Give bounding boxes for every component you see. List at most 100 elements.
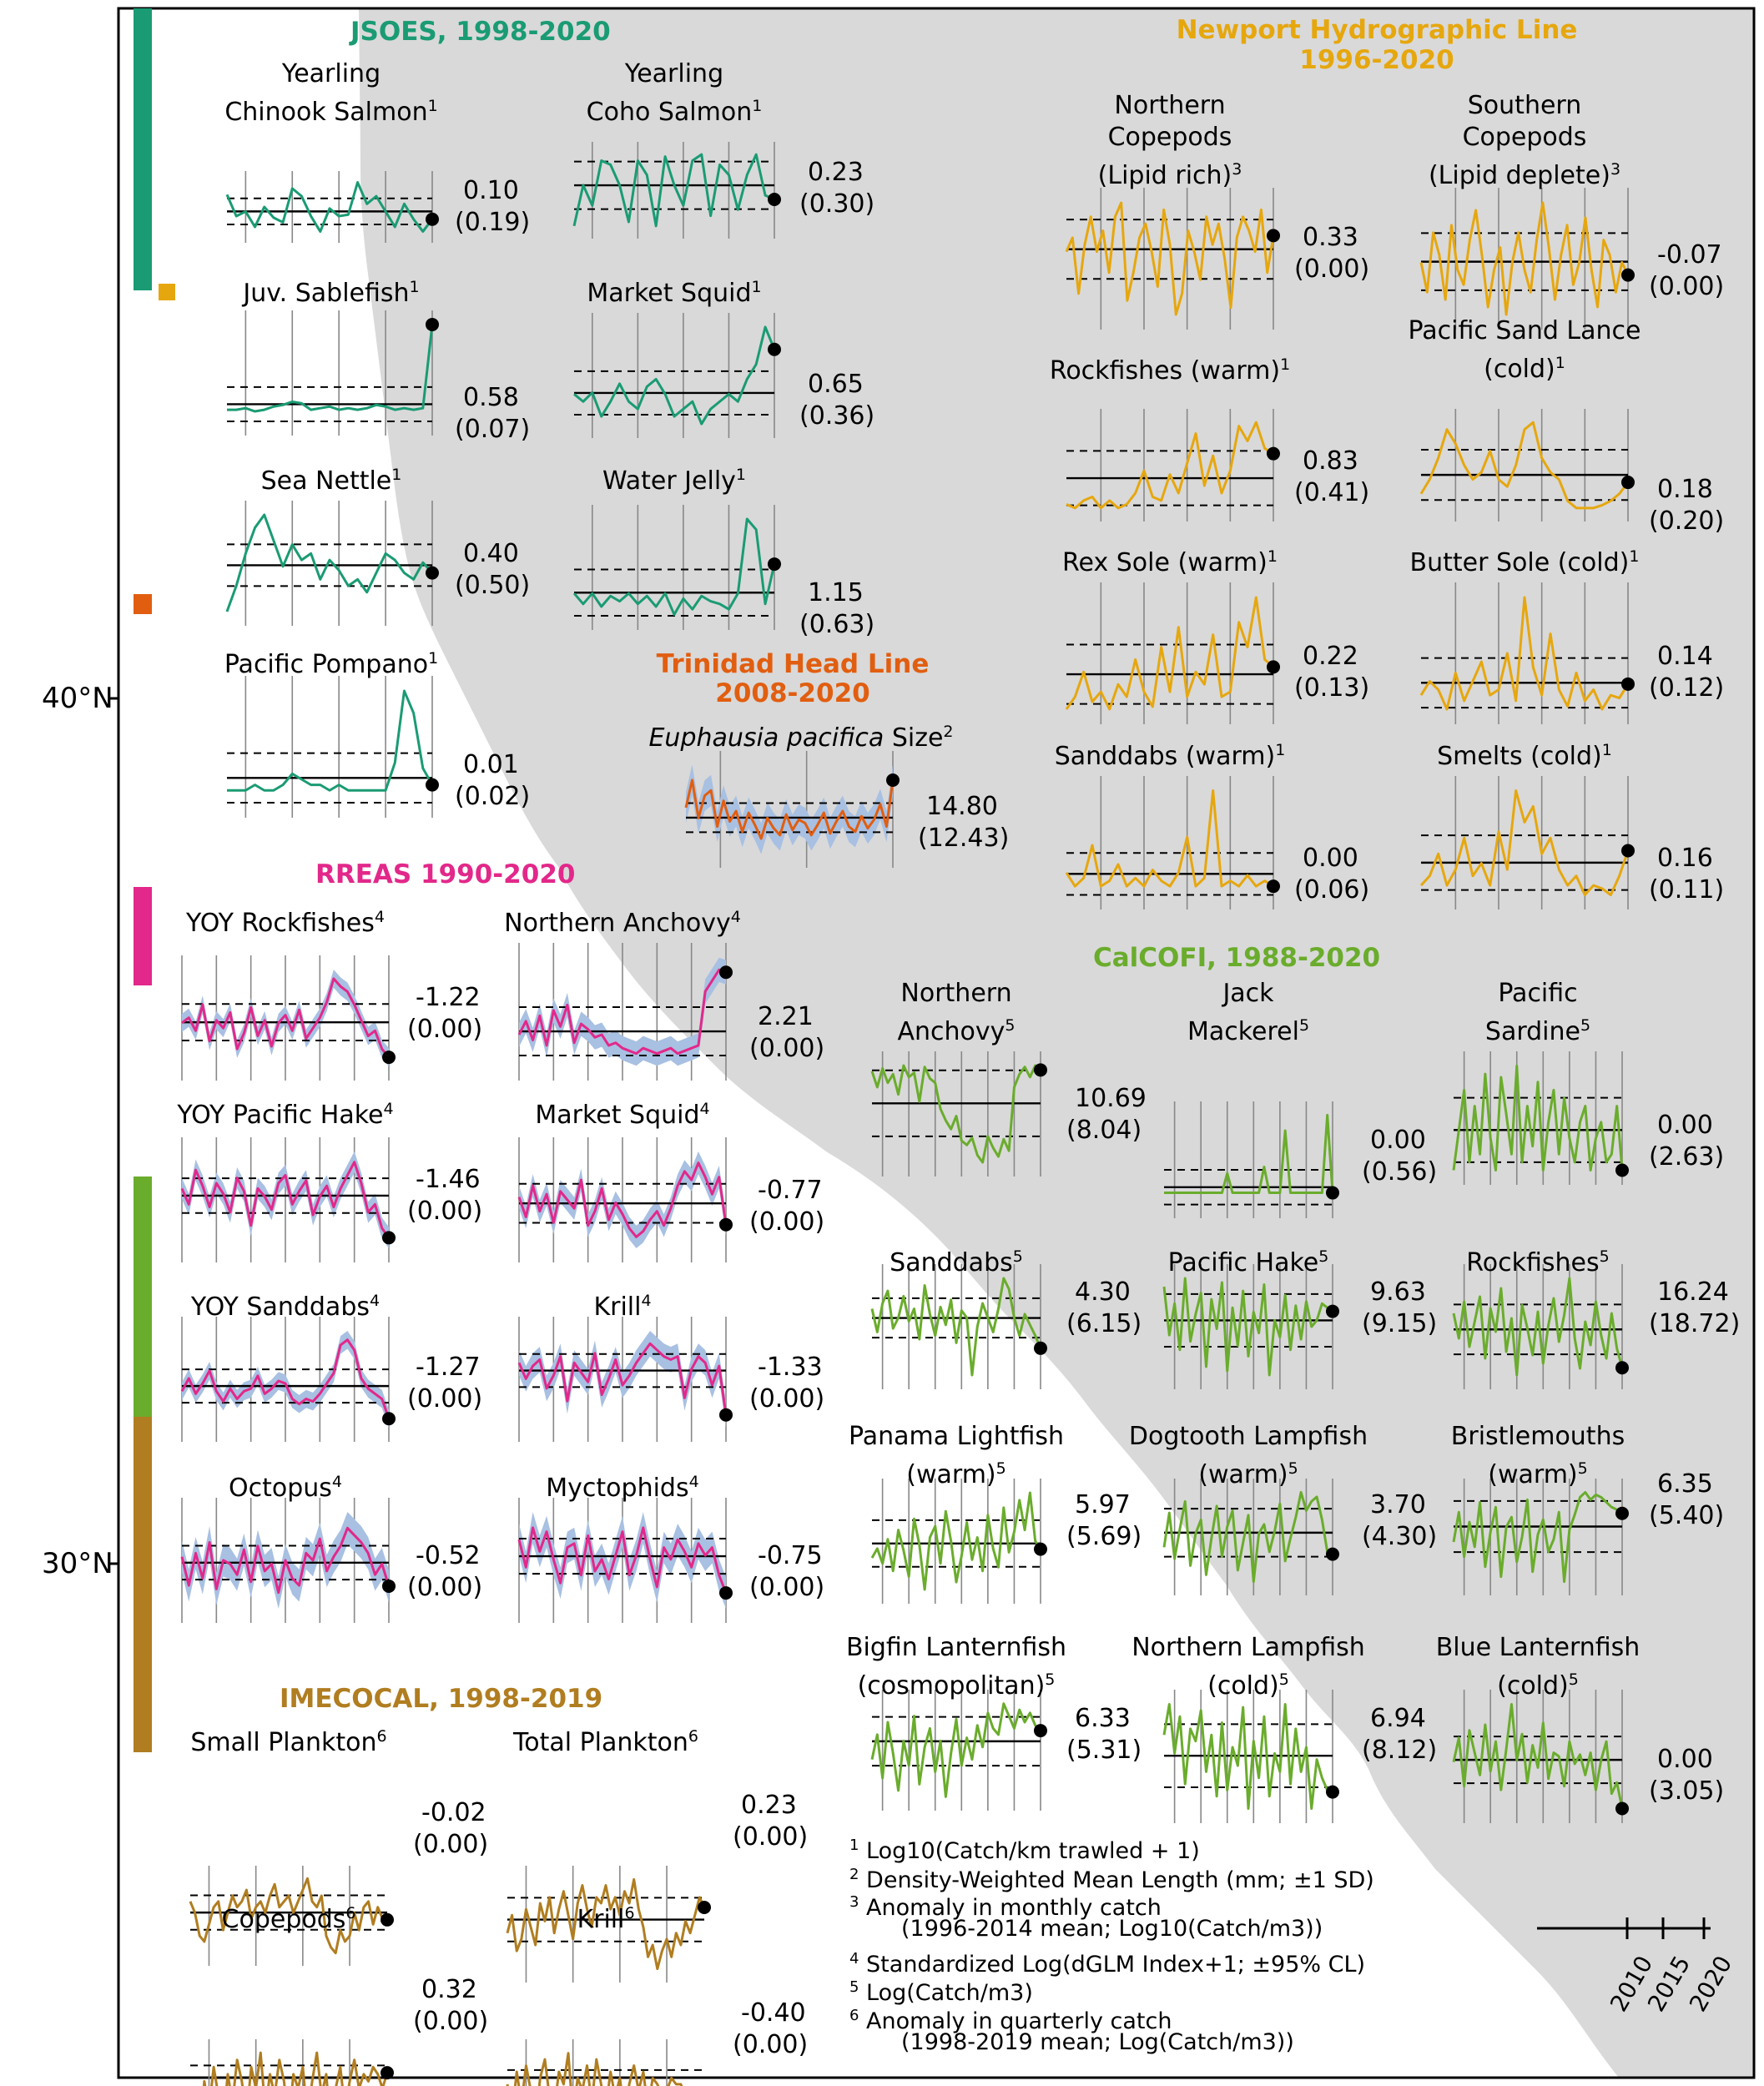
latest-value-dot (719, 1586, 733, 1600)
chart-title-17: Northern Anchovy4 (406, 901, 839, 940)
series-line (1452, 1065, 1624, 1171)
chart-title-text: Sanddabs (890, 1248, 1013, 1277)
chart-title-line: Blue Lanternfish (1321, 1632, 1755, 1664)
chart-title-36: Small Plankton6 (72, 1721, 506, 1759)
chart-title-line: Octopus4 (68, 1466, 502, 1504)
chart-latest-value-19: -0.77 (758, 1176, 823, 1205)
chart-title-note: 6 (376, 1727, 387, 1746)
chart-panel-9 (1066, 409, 1280, 522)
chart-mean-value-33: (5.31) (1066, 1736, 1142, 1765)
series-line (1419, 596, 1630, 711)
chart-latest-value-17: 2.21 (758, 1002, 814, 1031)
series-line (1065, 596, 1274, 711)
chart-panel-5 (572, 505, 781, 630)
chart-title-note: 1 (1555, 354, 1565, 372)
chart-panel-16 (181, 955, 396, 1081)
footnote-6: 6 Anomaly in quarterly catch (849, 2007, 1172, 2034)
chart-latest-value-14: 0.16 (1657, 844, 1713, 873)
latest-value-dot (719, 1217, 733, 1232)
chart-title-line: Sardine5 (1321, 1010, 1755, 1048)
chart-title-note: 6 (624, 1904, 635, 1922)
chart-title-line: Water Jelly1 (457, 459, 891, 497)
series-line (517, 1526, 728, 1594)
series-line (181, 977, 391, 1059)
footnote-5: 5 Log(Catch/m3) (849, 1978, 1033, 2006)
chart-mean-value-38: (0.00) (413, 2007, 489, 2036)
footnote-1-text: Log10(Catch/km trawled + 1) (866, 1838, 1200, 1864)
latest-value-dot (719, 965, 733, 980)
footnote-4: 4 Standardized Log(dGLM Index+1; ±95% CL… (849, 1950, 1366, 1978)
latest-value-dot (886, 773, 900, 787)
footnote-6b-text: (1998-2019 mean; Log(Catch/m3)) (901, 2029, 1294, 2055)
chart-mean-value-26: (2.63) (1649, 1142, 1725, 1171)
chart-panel-31 (1162, 1479, 1339, 1595)
chart-title-note: 1 (735, 466, 747, 484)
chart-title-text: Pacific (1498, 979, 1578, 1008)
chart-mean-value-37: (0.00) (733, 1822, 809, 1852)
chart-title-text: Sea Nettle (260, 466, 392, 496)
chart-mean-value-29: (18.72) (1649, 1309, 1741, 1338)
chart-title-note: 5 (1005, 1016, 1016, 1035)
chart-latest-value-7: 0.33 (1303, 223, 1358, 252)
series-line (227, 324, 434, 413)
latest-value-dot (1621, 677, 1635, 691)
chart-title-2: Juv. Sablefish1 (114, 271, 548, 310)
chart-title-text: (warm) (1198, 1460, 1288, 1489)
latest-value-dot (1034, 1724, 1047, 1738)
chart-title-text: Yearling (624, 59, 724, 88)
chart-title-italic: Euphausia pacifica (648, 723, 885, 753)
chart-latest-value-6: 0.01 (463, 750, 519, 779)
chart-title-line: Sanddabs (warm)1 (953, 734, 1387, 773)
latest-value-dot (426, 212, 439, 226)
chart-panel-24 (870, 1051, 1047, 1177)
latest-value-dot (1267, 229, 1280, 243)
confidence-band (519, 957, 726, 1066)
chart-title-line: YOY Sanddabs4 (68, 1285, 502, 1323)
chart-mean-value-27: (6.15) (1066, 1309, 1142, 1338)
footnote-6-text: Anomaly in quarterly catch (866, 2008, 1172, 2034)
chart-title-line: Krill4 (406, 1285, 839, 1323)
latest-value-dot (698, 1901, 711, 1914)
chart-panel-2 (227, 310, 439, 436)
series-line (1065, 201, 1275, 316)
jsoes-section-title: JSOES, 1998-2020 (350, 17, 611, 47)
series-line (572, 517, 776, 617)
chart-title-line: (warm)5 (1321, 1453, 1755, 1491)
confidence-band (519, 1330, 726, 1428)
chart-title-note: 6 (345, 1904, 356, 1922)
chart-panel-7 (1065, 188, 1280, 330)
latest-value-dot (1621, 476, 1635, 490)
chart-title-text: Market Squid (587, 279, 752, 308)
chart-mean-value-21: (0.00) (749, 1384, 825, 1413)
chart-title-line: (cold)5 (1321, 1664, 1755, 1702)
chart-panel-26 (1452, 1051, 1629, 1185)
chart-title-18: YOY Pacific Hake4 (68, 1093, 502, 1131)
chart-title-line: Panama Lightfish (739, 1421, 1173, 1453)
chart-title-note: 1 (427, 97, 438, 115)
latest-value-dot (1267, 660, 1280, 674)
chart-mean-value-19: (0.00) (749, 1207, 825, 1237)
chart-title-8: Southern Copepods (Lipid deplete)3 (1308, 90, 1741, 192)
chart-mean-value-16: (0.00) (407, 1015, 483, 1044)
chart-title-6: Pacific Pompano1 (114, 642, 548, 681)
chart-title-text: Northern Anchovy (504, 909, 731, 938)
chart-panel-27 (870, 1264, 1047, 1389)
chart-title-text: (Lipid deplete) (1428, 161, 1610, 190)
chart-panel-6 (227, 676, 439, 818)
latest-value-dot (768, 342, 781, 356)
imecocal-range-bar (134, 1417, 152, 1752)
chart-mean-value-3: (0.36) (799, 401, 875, 431)
chart-title-text: Panama Lightfish (848, 1422, 1065, 1451)
chart-title-line: YOY Rockfishes4 (68, 901, 502, 940)
chart-panel-13 (1065, 776, 1280, 909)
series-line (1066, 421, 1274, 510)
chart-latest-value-26: 0.00 (1657, 1111, 1713, 1140)
chart-title-line: Sanddabs5 (739, 1241, 1173, 1279)
series-line (1162, 1703, 1333, 1810)
chart-title-text: Chinook Salmon (224, 98, 428, 127)
chart-title-text: Coho Salmon (586, 98, 753, 127)
baja-california (885, 1343, 1469, 2078)
chart-panel-12 (1419, 582, 1635, 724)
chart-title-line: Jack (1031, 978, 1465, 1010)
